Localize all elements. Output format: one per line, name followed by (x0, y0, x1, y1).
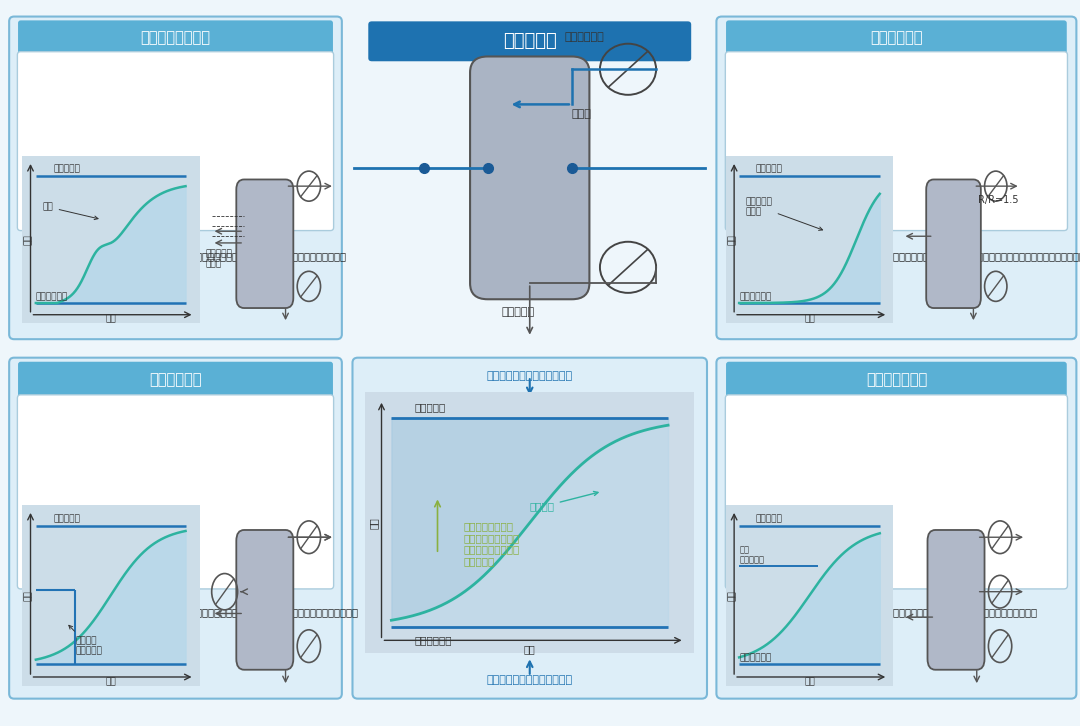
Text: 実際に与えているエネルギー: 実際に与えているエネルギー (487, 675, 572, 685)
Text: 段数: 段数 (24, 590, 32, 600)
Text: 熱量: 熱量 (106, 677, 116, 686)
FancyBboxPatch shape (352, 358, 707, 698)
Text: 歪み: 歪み (43, 203, 98, 219)
Text: 理想曲線と現実の縦軸差が大きければ中間加熱・冷却による省エネの余地があります。（上図：中間加熱の例）: 理想曲線と現実の縦軸差が大きければ中間加熱・冷却による省エネの余地があります。（… (738, 608, 1038, 618)
Text: この面積が大きい
＝エネルギーロスが
大きい（理想と現実
の差が大）: この面積が大きい ＝エネルギーロスが 大きい（理想と現実 の差が大） (464, 521, 521, 566)
Text: リボイラー: リボイラー (415, 402, 446, 412)
FancyBboxPatch shape (726, 395, 1067, 589)
FancyBboxPatch shape (9, 358, 342, 698)
FancyBboxPatch shape (726, 20, 1067, 54)
Text: 還流比削減
の余地: 還流比削減 の余地 (746, 197, 823, 230)
Text: 熱量: 熱量 (106, 314, 116, 323)
FancyBboxPatch shape (17, 52, 334, 231)
Text: 既設蔗留塔: 既設蔗留塔 (503, 32, 556, 50)
Text: コンデンサー: コンデンサー (739, 293, 771, 302)
Text: 原料組成が変わると理想曲線が不自然に歪む場合は、フィード段を改善すると還流比を下げられる可能性があります。: 原料組成が変わると理想曲線が不自然に歪む場合は、フィード段を改善すると還流比を下… (29, 251, 347, 261)
Text: 目的の分離に対して十分な段数がないと理想曲線が横軸から大きくずれる場合は、段数の追加により還流比を下げられる可能性があります。: 目的の分離に対して十分な段数がないと理想曲線が横軸から大きくずれる場合は、段数の… (738, 251, 1080, 261)
Text: 段数: 段数 (24, 234, 32, 245)
Text: 還流比: 還流比 (572, 109, 592, 119)
Text: 実際に与えているエネルギー: 実際に与えているエネルギー (487, 371, 572, 381)
Text: 段数: 段数 (728, 234, 737, 245)
Text: 熱量: 熱量 (805, 314, 814, 323)
Text: リボイラー: リボイラー (756, 164, 783, 173)
FancyBboxPatch shape (726, 52, 1067, 231)
Text: フィード予熱: フィード予熱 (149, 372, 202, 387)
FancyBboxPatch shape (726, 362, 1067, 398)
Text: コンデンサー: コンデンサー (565, 33, 605, 43)
Text: 段数: 段数 (368, 517, 378, 529)
FancyBboxPatch shape (237, 530, 294, 669)
Text: 中間
リボイラー: 中間 リボイラー (739, 545, 765, 565)
Text: リボイラー: リボイラー (501, 307, 535, 317)
Text: 熱量: 熱量 (805, 677, 814, 686)
Text: リボイラー: リボイラー (756, 514, 783, 523)
Text: フィード段
の変更: フィード段 の変更 (205, 249, 232, 269)
FancyBboxPatch shape (237, 179, 294, 308)
FancyBboxPatch shape (17, 395, 334, 589)
FancyBboxPatch shape (18, 20, 333, 54)
Text: 還流比の減少: 還流比の減少 (870, 30, 922, 45)
Text: リボイラー: リボイラー (54, 514, 81, 523)
Text: 原料供給段の変更: 原料供給段の変更 (140, 30, 211, 45)
FancyBboxPatch shape (928, 530, 985, 669)
Text: リボイラー: リボイラー (54, 164, 81, 173)
FancyBboxPatch shape (470, 57, 590, 299)
FancyBboxPatch shape (9, 17, 342, 339)
Text: 理想曲線: 理想曲線 (530, 492, 598, 512)
Text: 段数: 段数 (728, 590, 737, 600)
Text: コンデンサー: コンデンサー (739, 653, 771, 663)
Text: コンデンサー: コンデンサー (415, 635, 451, 645)
Text: 中間加熱・冷却: 中間加熱・冷却 (866, 372, 927, 387)
Text: 熱量: 熱量 (524, 644, 536, 654)
FancyBboxPatch shape (716, 358, 1077, 698)
Text: R/R=1.5: R/R=1.5 (977, 195, 1018, 205)
FancyBboxPatch shape (18, 362, 333, 398)
Text: フィード
予熱の余地: フィード 予熱の余地 (69, 625, 102, 656)
Text: フィード段で理想曲線の水平部分が上向きな場合はフィード予熱の余地があり、下向きの場合は予冷却の余地があります。: フィード段で理想曲線の水平部分が上向きな場合はフィード予熱の余地があり、下向きの… (29, 608, 359, 618)
FancyBboxPatch shape (716, 17, 1077, 339)
FancyBboxPatch shape (368, 21, 691, 61)
FancyBboxPatch shape (927, 179, 981, 308)
Text: コンデンサー: コンデンサー (36, 293, 68, 302)
